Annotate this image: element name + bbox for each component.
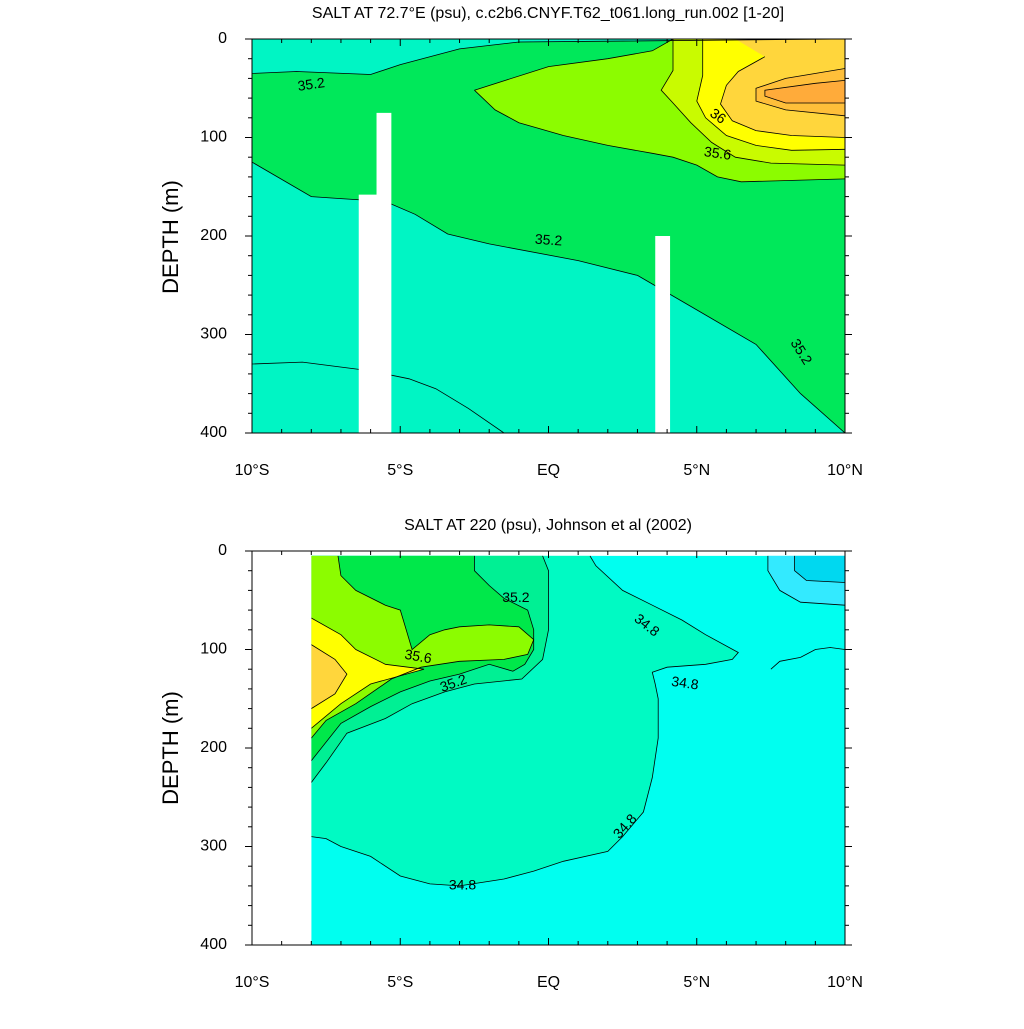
contour-label: 35.2	[297, 74, 326, 94]
contour-line	[252, 361, 505, 433]
panel-model-salinity: SALT AT 72.7°E (psu), c.c2b6.CNYF.T62_t0…	[158, 5, 863, 479]
y-tick-label: 0	[218, 542, 227, 559]
y-tick-label: 400	[200, 936, 227, 953]
x-tick-label: 10°S	[235, 462, 270, 479]
x-tick-label: EQ	[537, 974, 560, 991]
contour-label: 35.6	[403, 646, 433, 667]
plot-area	[252, 39, 845, 433]
contour-line	[660, 39, 845, 166]
salinity-band	[311, 618, 424, 729]
missing-data-mask	[376, 112, 392, 433]
contour-line	[311, 555, 739, 887]
x-tick-label: 5°S	[387, 974, 413, 991]
plot-area	[252, 551, 845, 945]
x-tick-label: 5°N	[683, 974, 710, 991]
contour-label: 34.8	[449, 877, 476, 893]
y-tick-label: 100	[200, 129, 227, 146]
contour-label: 35.2	[502, 589, 529, 605]
contour-line	[770, 647, 845, 670]
contour-line	[474, 39, 674, 91]
contour-line	[311, 617, 425, 729]
contour-line	[311, 644, 348, 709]
y-axis-label: DEPTH (m)	[158, 180, 183, 294]
x-tick-label: 10°N	[827, 974, 863, 991]
contour-line	[696, 39, 845, 151]
contour-line	[794, 555, 845, 583]
contour-line	[474, 89, 845, 183]
x-tick-label: 5°N	[683, 462, 710, 479]
salinity-band	[764, 80, 845, 103]
contour-line	[310, 555, 535, 762]
salinity-band	[794, 555, 845, 583]
contour-line	[310, 555, 549, 783]
panel-title: SALT AT 220 (psu), Johnson et al (2002)	[404, 517, 692, 534]
missing-data-mask	[252, 551, 312, 945]
contour-line	[310, 555, 535, 739]
x-tick-label: 10°N	[827, 462, 863, 479]
panel-observed-salinity: SALT AT 220 (psu), Johnson et al (2002) …	[158, 517, 863, 991]
y-tick-label: 300	[200, 838, 227, 855]
missing-data-mask	[655, 236, 671, 433]
x-tick-label: 5°S	[387, 462, 413, 479]
contour-label: 35.2	[534, 231, 563, 249]
y-tick-label: 300	[200, 326, 227, 343]
y-tick-label: 200	[200, 227, 227, 244]
contour-line	[755, 68, 845, 117]
x-tick-label: 10°S	[235, 974, 270, 991]
contour-line	[252, 161, 845, 433]
y-tick-label: 400	[200, 424, 227, 441]
contour-line	[764, 80, 845, 104]
contour-line	[720, 56, 845, 138]
panel-title: SALT AT 72.7°E (psu), c.c2b6.CNYF.T62_t0…	[312, 5, 784, 22]
contour-label: 34.8	[670, 673, 699, 693]
salinity-band	[311, 644, 347, 709]
y-tick-label: 100	[200, 641, 227, 658]
salinity-band	[311, 555, 534, 739]
contour-label: 35.6	[703, 143, 732, 163]
y-axis-label: DEPTH (m)	[158, 691, 183, 805]
y-tick-label: 0	[218, 30, 227, 47]
x-tick-label: EQ	[537, 462, 560, 479]
y-tick-label: 200	[200, 739, 227, 756]
contour-line	[767, 555, 845, 606]
